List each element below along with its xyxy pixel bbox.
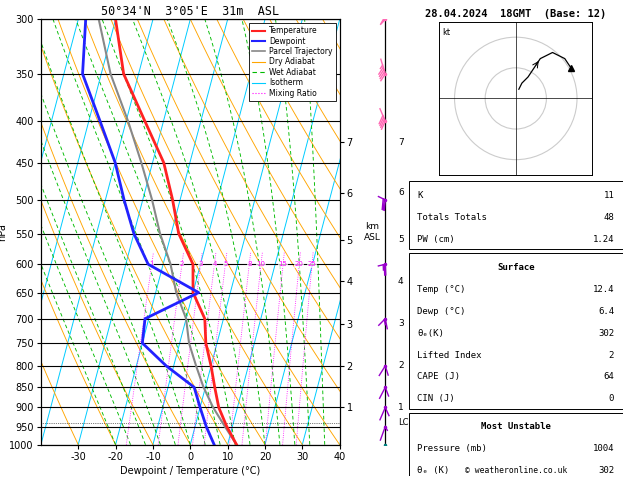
Text: 20: 20 [295,261,304,267]
Text: 302: 302 [598,466,614,475]
Text: 7: 7 [398,138,404,147]
Text: Most Unstable: Most Unstable [481,422,551,431]
Text: 2: 2 [609,350,614,360]
Y-axis label: hPa: hPa [0,223,7,241]
Text: 64: 64 [603,372,614,382]
Text: Pressure (mb): Pressure (mb) [418,444,487,453]
Text: θₑ(K): θₑ(K) [418,329,444,338]
Text: 48: 48 [603,213,614,222]
Text: 2: 2 [180,261,184,267]
Text: © weatheronline.co.uk: © weatheronline.co.uk [465,466,567,475]
Text: 3: 3 [398,319,404,328]
FancyBboxPatch shape [409,181,623,249]
Text: 1: 1 [398,403,404,412]
Text: Totals Totals: Totals Totals [418,213,487,222]
FancyBboxPatch shape [409,413,623,486]
Text: Lifted Index: Lifted Index [418,350,482,360]
Text: Mixing Ratio (g/kg): Mixing Ratio (g/kg) [364,192,372,272]
Legend: Temperature, Dewpoint, Parcel Trajectory, Dry Adiabat, Wet Adiabat, Isotherm, Mi: Temperature, Dewpoint, Parcel Trajectory… [248,23,336,101]
X-axis label: Dewpoint / Temperature (°C): Dewpoint / Temperature (°C) [120,466,260,476]
Text: 4: 4 [212,261,216,267]
Text: Surface: Surface [497,263,535,272]
Text: K: K [418,191,423,200]
Text: 6: 6 [398,188,404,197]
Text: 1004: 1004 [593,444,614,453]
Title: 50°34'N  3°05'E  31m  ASL: 50°34'N 3°05'E 31m ASL [101,5,279,18]
Text: PW (cm): PW (cm) [418,235,455,244]
Text: 15: 15 [279,261,287,267]
Text: 25: 25 [308,261,316,267]
Text: CAPE (J): CAPE (J) [418,372,460,382]
Text: 1: 1 [150,261,154,267]
Text: 6.4: 6.4 [598,307,614,316]
Text: 4: 4 [398,277,404,286]
Text: LCL: LCL [398,418,413,427]
Text: 10: 10 [257,261,265,267]
Text: 28.04.2024  18GMT  (Base: 12): 28.04.2024 18GMT (Base: 12) [425,9,606,19]
Text: 0: 0 [609,395,614,403]
Text: 11: 11 [603,191,614,200]
Text: 5: 5 [398,235,404,244]
Text: 2: 2 [398,362,404,370]
Y-axis label: km
ASL: km ASL [364,223,381,242]
Text: 3: 3 [198,261,203,267]
Text: CIN (J): CIN (J) [418,395,455,403]
Text: kt: kt [442,28,450,37]
Polygon shape [381,17,386,25]
FancyBboxPatch shape [409,253,623,409]
Text: 302: 302 [598,329,614,338]
Text: 8: 8 [247,261,252,267]
Text: θₑ (K): θₑ (K) [418,466,450,475]
Text: 12.4: 12.4 [593,285,614,294]
Text: Temp (°C): Temp (°C) [418,285,466,294]
Text: 5: 5 [223,261,228,267]
Text: 1.24: 1.24 [593,235,614,244]
Text: Dewp (°C): Dewp (°C) [418,307,466,316]
